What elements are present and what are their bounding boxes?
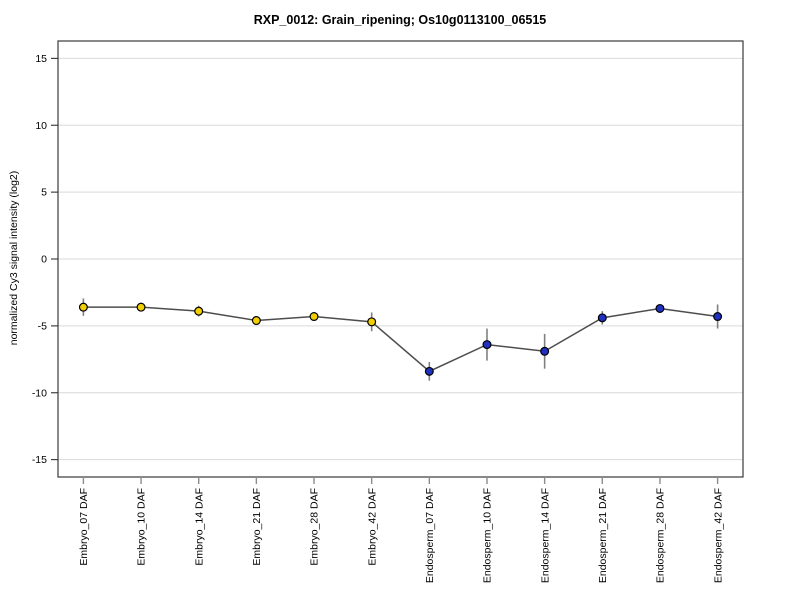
data-point <box>309 312 319 322</box>
x-tick-label: Embryo_21 DAF <box>251 488 263 566</box>
data-point <box>367 317 377 327</box>
x-tick-label: Endosperm_07 DAF <box>424 488 436 583</box>
chart-title: RXP_0012: Grain_ripening; Os10g0113100_0… <box>253 13 547 27</box>
series-line <box>83 306 718 373</box>
data-point <box>597 313 607 323</box>
data-point <box>78 302 88 312</box>
y-tick-label: 5 <box>41 187 47 199</box>
data-point <box>136 302 146 312</box>
x-tick-label: Endosperm_21 DAF <box>597 488 609 583</box>
x-tick-label: Embryo_28 DAF <box>309 488 321 566</box>
y-tick-label: 0 <box>41 254 47 266</box>
y-tick-label: 15 <box>35 53 47 65</box>
x-tick-label: Endosperm_28 DAF <box>655 488 667 583</box>
y-tick-label: -10 <box>32 387 47 399</box>
data-point <box>424 366 434 376</box>
data-point <box>482 340 492 350</box>
x-tick-label: Endosperm_10 DAF <box>482 488 494 583</box>
y-tick-label: -15 <box>32 454 47 466</box>
data-point <box>655 303 665 313</box>
data-point <box>713 312 723 322</box>
x-tick-label: Embryo_42 DAF <box>366 488 378 566</box>
data-point <box>540 346 550 356</box>
x-tick-label: Embryo_10 DAF <box>136 488 148 566</box>
x-tick-label: Embryo_07 DAF <box>78 488 90 566</box>
x-tick-label: Endosperm_42 DAF <box>712 488 724 583</box>
x-tick-label: Embryo_14 DAF <box>193 488 205 566</box>
data-point <box>194 306 204 316</box>
x-tick-label: Endosperm_14 DAF <box>539 488 551 583</box>
y-tick-label: -5 <box>38 320 47 332</box>
data-point <box>251 316 261 326</box>
y-tick-label: 10 <box>35 120 47 132</box>
